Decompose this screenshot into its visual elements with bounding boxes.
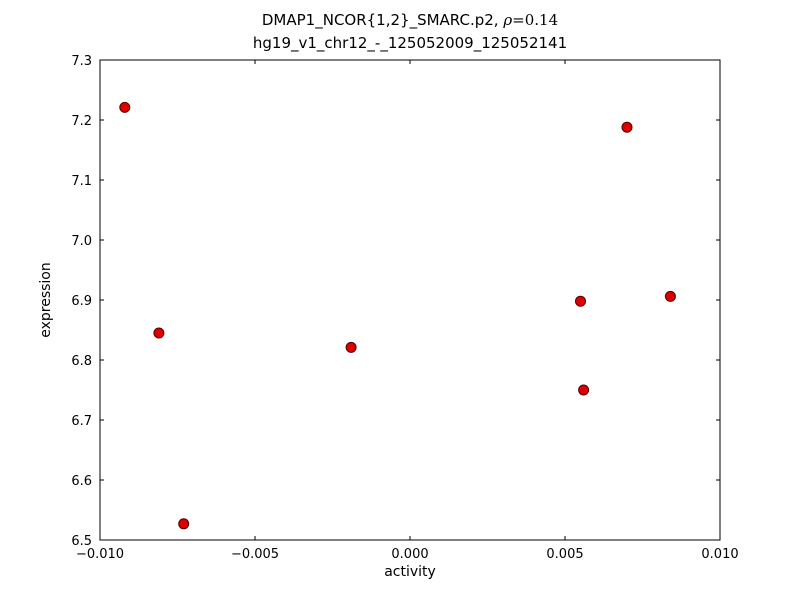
data-point	[575, 295, 586, 307]
x-tick-label: −0.005	[231, 547, 279, 562]
y-tick-label: 7.3	[71, 54, 92, 69]
chart-title: DMAP1_NCOR{1,2}_SMARC.p2, ρ=0.14	[100, 11, 720, 29]
y-tick-label: 7.1	[71, 174, 92, 189]
data-point	[178, 518, 190, 530]
x-tick-label: 0.010	[701, 547, 738, 562]
x-axis-label: activity	[384, 564, 436, 580]
chart-title-rho-symbol: ρ	[503, 11, 513, 29]
x-tick-label: 0.000	[391, 547, 428, 562]
x-tick-label: 0.005	[546, 547, 583, 562]
y-tick-label: 6.6	[71, 474, 92, 489]
y-tick-label: 6.5	[71, 534, 92, 549]
x-tick-label: −0.010	[76, 547, 124, 562]
y-tick-label: 7.0	[71, 234, 92, 249]
y-tick-label: 6.7	[71, 414, 92, 429]
chart-subtitle: hg19_v1_chr12_-_125052009_125052141	[252, 34, 568, 52]
data-point	[664, 290, 676, 302]
data-point	[345, 341, 357, 353]
y-tick-label: 7.2	[71, 114, 92, 129]
y-tick-label: 6.8	[71, 354, 92, 369]
data-point	[119, 101, 131, 113]
chart-title-rho-value: =0.14	[512, 11, 559, 29]
data-point	[153, 327, 165, 339]
chart-title-text: DMAP1_NCOR{1,2}_SMARC.p2,	[261, 11, 504, 29]
data-point	[578, 384, 590, 396]
data-point	[621, 121, 633, 133]
y-tick-label: 6.9	[71, 294, 92, 309]
